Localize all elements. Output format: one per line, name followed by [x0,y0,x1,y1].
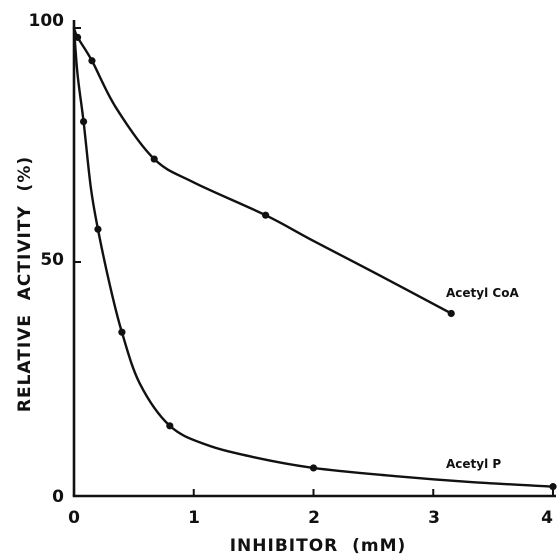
ticks-group [73,27,554,497]
y-tick-label-0: 0 [52,487,64,507]
data-point-acetyl-p-3 [118,328,126,336]
x-tick-label-4: 4 [541,508,553,528]
data-point-acetyl-p-6 [549,483,557,491]
x-tick-label-1: 1 [188,508,200,528]
x-axis-title: INHIBITOR (mM) [230,536,407,556]
x-tick-label-3: 3 [428,508,440,528]
data-point-acetyl-p-1 [79,118,88,126]
data-point-acetyl-p-4 [166,422,174,430]
data-point-acetyl-coa-2 [88,57,96,65]
data-point-acetyl-p-5 [309,464,318,472]
data-point-acetyl-coa-1 [73,33,82,41]
y-axis-title: RELATIVE ACTIVITY (%) [15,156,35,412]
series-line-acetyl-p [72,26,555,488]
x-tick-label-2: 2 [308,508,320,528]
series-line-acetyl-coa [72,26,453,315]
y-tick-label-50: 50 [40,250,64,270]
series-label-acetyl-coa: Acetyl CoA [446,286,519,300]
data-point-acetyl-coa-4 [262,211,270,219]
y-tick-label-100: 100 [29,11,65,31]
points-group [73,33,557,491]
curves-group [72,26,555,488]
data-point-acetyl-coa-3 [150,155,158,163]
x-tick-label-0: 0 [68,508,80,528]
series-label-acetyl-p: Acetyl P [446,457,501,471]
data-point-acetyl-coa-5 [447,309,455,318]
data-point-acetyl-p-2 [94,225,102,233]
